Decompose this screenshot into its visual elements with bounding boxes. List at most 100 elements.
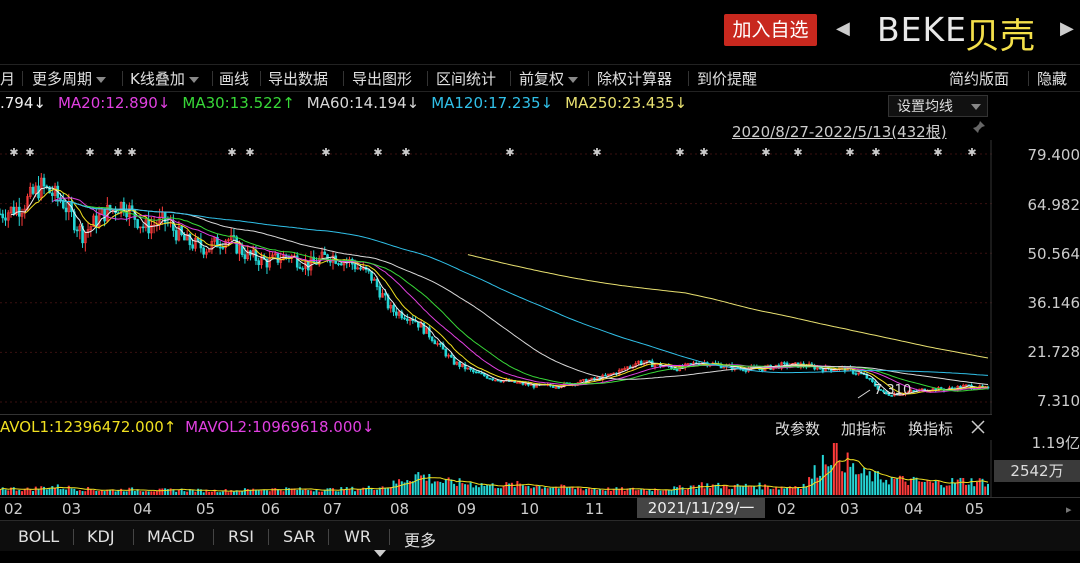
toolbar-price-alert[interactable]: 到价提醒	[697, 70, 758, 88]
volume-bar	[642, 488, 645, 495]
candle-body	[378, 286, 382, 298]
candle-body	[353, 263, 357, 270]
volume-bar	[532, 487, 535, 495]
tab-more[interactable]: 更多	[404, 531, 437, 550]
candle-body	[246, 250, 249, 260]
date-range-label[interactable]: 2020/8/27-2022/5/13(432根)	[732, 123, 947, 141]
ma-legend-ma30: MA30:13.522↑	[182, 94, 295, 112]
volume-bar	[172, 489, 175, 495]
tab-rsi[interactable]: RSI	[228, 527, 254, 546]
volume-current-label: 2542万	[994, 460, 1080, 482]
toolbar-ex-rights-calculator[interactable]: 除权计算器	[597, 70, 673, 88]
volume-bar	[519, 483, 522, 495]
volume-bar	[243, 488, 246, 495]
volume-bar	[191, 489, 194, 495]
toolbar-forward-adjust[interactable]: 前复权	[519, 68, 579, 89]
volume-bar	[315, 490, 318, 495]
volume-bar	[164, 488, 167, 495]
volume-bar	[480, 483, 483, 495]
candle-body	[639, 360, 643, 365]
volume-bar	[824, 464, 827, 495]
prev-stock-arrow-icon[interactable]: ◀	[836, 18, 850, 39]
volume-bar	[356, 489, 359, 495]
set-ma-dropdown[interactable]: 设置均线	[888, 95, 988, 117]
volume-bar	[841, 471, 844, 495]
volume-bar	[554, 486, 557, 495]
event-marker-icon: ✱	[793, 146, 802, 159]
volume-bar	[216, 492, 219, 495]
volume-bar	[876, 471, 879, 495]
volume-bar	[585, 488, 588, 495]
volume-bar	[309, 490, 312, 495]
chevron-down-icon	[96, 76, 107, 83]
tab-macd[interactable]: MACD	[147, 527, 195, 546]
volume-bar	[177, 489, 180, 495]
volume-bar	[835, 443, 838, 495]
candle-body	[356, 267, 360, 270]
volume-bar	[725, 485, 728, 495]
price-chart[interactable]: ✱ ✱ ✱ ✱ ✱ ✱ ✱ ✱ ✱ ✱ ✱ ✱ ✱ ✱ ✱ ✱ ✱ ✱ ✱ ✱ 7.310	[0, 140, 992, 415]
change-params-button[interactable]: 改参数	[775, 420, 821, 438]
volume-bar	[896, 478, 899, 495]
volume-bar	[582, 490, 585, 495]
toolbar-compact-layout[interactable]: 简约版面	[949, 70, 1010, 88]
candle-body	[89, 226, 93, 230]
volume-bar	[282, 491, 285, 495]
toolbar-draw-line[interactable]: 画线	[219, 70, 250, 88]
volume-bar	[513, 487, 516, 495]
volume-bar	[202, 492, 205, 495]
add-indicator-button[interactable]: 加指标	[841, 420, 887, 438]
candle-body	[816, 367, 819, 370]
toolbar-export-data[interactable]: 导出数据	[268, 70, 329, 88]
toolbar-more-periods[interactable]: 更多周期	[32, 68, 107, 89]
volume-bar	[865, 475, 868, 495]
tab-kdj[interactable]: KDJ	[87, 527, 115, 546]
tab-boll[interactable]: BOLL	[18, 527, 60, 546]
volume-bar	[420, 475, 423, 495]
volume-bar	[447, 477, 450, 495]
pin-icon[interactable]	[972, 120, 986, 134]
toolbar-hide[interactable]: 隐藏	[1037, 70, 1068, 88]
volume-bar	[609, 490, 612, 495]
volume-bar	[987, 483, 989, 495]
company-name: 贝壳	[965, 17, 1036, 57]
volume-chart[interactable]	[0, 440, 992, 497]
candle-body	[9, 206, 13, 214]
volume-bar	[563, 485, 566, 495]
candle-body	[626, 366, 629, 369]
volume-bar	[34, 486, 37, 495]
toolbar-period-month[interactable]: 月	[0, 70, 16, 88]
x-tick-label: 03	[62, 500, 82, 518]
candle-body	[312, 256, 316, 263]
volume-bar	[887, 484, 890, 495]
switch-indicator-button[interactable]: 换指标	[908, 420, 954, 438]
candle-body	[408, 318, 412, 321]
scroll-down-arrow-icon[interactable]	[374, 550, 386, 557]
volume-bar	[890, 476, 893, 495]
volume-bar	[208, 491, 211, 495]
volume-bar	[227, 492, 230, 495]
tab-wr[interactable]: WR	[344, 527, 371, 546]
candle-body	[794, 362, 797, 365]
volume-bar	[345, 487, 348, 495]
volume-bar	[221, 491, 224, 495]
volume-bar	[978, 478, 981, 495]
candle-body	[383, 293, 387, 296]
volume-bar	[541, 488, 544, 495]
next-stock-arrow-icon[interactable]: ▶	[1060, 18, 1074, 39]
ma-legend-ma250: MA250:23.435↓	[565, 94, 688, 112]
close-icon[interactable]	[970, 419, 986, 435]
add-to-watchlist-button[interactable]: 加入自选	[724, 14, 817, 46]
volume-bar	[843, 472, 846, 495]
toolbar-range-stats[interactable]: 区间统计	[436, 70, 497, 88]
volume-bar	[461, 483, 464, 495]
volume-bar	[637, 489, 640, 495]
candle-body	[582, 378, 585, 381]
candle-body	[81, 225, 84, 244]
volume-bar	[964, 484, 967, 495]
candle-body	[425, 327, 428, 334]
toolbar-kline-overlay[interactable]: K线叠加	[130, 68, 199, 89]
tab-sar[interactable]: SAR	[283, 527, 316, 546]
toolbar-export-image[interactable]: 导出图形	[352, 70, 413, 88]
candle-body	[609, 373, 613, 376]
